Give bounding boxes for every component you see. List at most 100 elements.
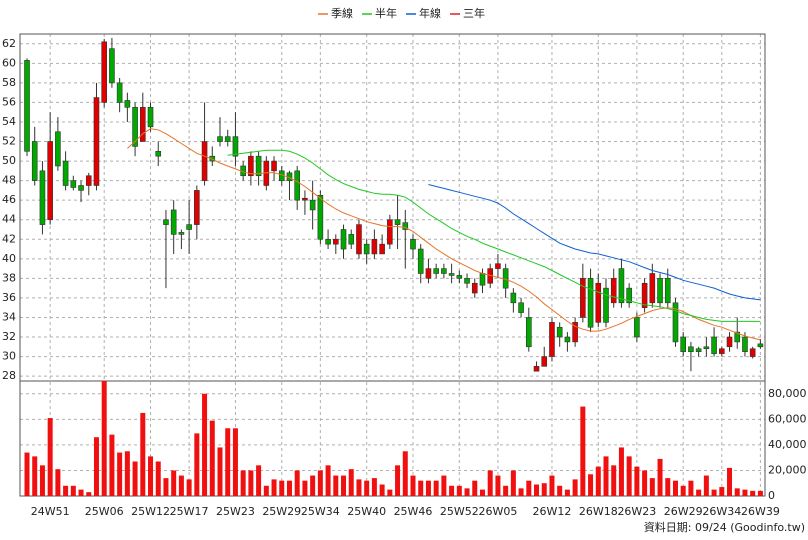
y-tick-label: 56 (2, 95, 16, 108)
candle-body (417, 248, 424, 274)
candle-body (433, 268, 439, 274)
candle-body (379, 243, 385, 255)
volume-bar (24, 452, 30, 496)
candle-body (410, 238, 416, 250)
candle-body (618, 268, 625, 304)
y-tick-label: 60 (2, 56, 16, 69)
legend-label: 三年 (463, 6, 485, 20)
volume-bar (101, 381, 107, 496)
y-tick-label: 44 (2, 213, 16, 226)
volume-bar (657, 458, 663, 496)
candle-body (556, 326, 563, 338)
volume-bar (433, 480, 439, 496)
candle-body (348, 234, 355, 245)
candle-body (109, 48, 115, 84)
volume-bar (742, 489, 748, 496)
y-tick-label: 42 (2, 232, 16, 245)
legend-label: 年線 (419, 6, 441, 20)
volume-bar (163, 478, 169, 496)
volume-bar (256, 465, 262, 496)
y-tick-label: 30 (2, 350, 16, 363)
candle-body (464, 278, 470, 284)
y-tick-label: 48 (2, 174, 16, 187)
volume-bar (727, 467, 733, 496)
x-tick-label: 26W23 (617, 505, 656, 518)
volume-bar (557, 485, 563, 496)
x-tick-label: 25W29 (262, 505, 301, 518)
volume-bar (418, 480, 424, 496)
candle-body (78, 185, 84, 191)
volume-bar (341, 475, 347, 496)
volume-bar (387, 489, 393, 496)
volume-bar (534, 484, 540, 496)
candle-body (132, 107, 138, 147)
candle-body (688, 346, 694, 352)
x-tick-label: 26W12 (533, 505, 572, 518)
y2-tick-label: 20,000 (768, 463, 807, 476)
volume-bar (240, 470, 246, 496)
candle-body (580, 278, 586, 318)
candle-body (163, 219, 169, 225)
candle-body (572, 322, 578, 343)
candle-body (533, 366, 540, 372)
volume-bar (333, 475, 339, 496)
candle-body (170, 209, 177, 235)
volume-bar (510, 470, 516, 496)
candle-body (155, 150, 162, 157)
volume-bar (209, 420, 215, 496)
volume-bar (248, 470, 254, 496)
volume-bar (124, 451, 130, 496)
volume-bar (472, 480, 478, 496)
candle-body (641, 282, 648, 308)
volume-bar (93, 437, 99, 496)
candle-body (610, 278, 617, 304)
volume-bar (371, 478, 377, 496)
volume-bar (379, 484, 385, 496)
candle-body (93, 97, 100, 186)
volume-bar (63, 485, 69, 496)
y-tick-label: 40 (2, 252, 16, 265)
volume-bar (47, 418, 53, 496)
candle-body (726, 336, 733, 348)
candle-body (116, 82, 123, 103)
volume-bar (232, 428, 238, 496)
volume-bar (719, 487, 725, 496)
candle-body (394, 219, 401, 225)
volume-bar (86, 492, 92, 496)
volume-bar (410, 475, 416, 496)
candle-body (657, 278, 663, 304)
volume-bar (286, 480, 292, 496)
candle-body (603, 287, 609, 323)
y-tick-label: 62 (2, 37, 16, 50)
candle-body (718, 348, 725, 354)
x-tick-label: 26W29 (664, 505, 703, 518)
volume-bar (202, 393, 208, 496)
volume-bar (757, 490, 763, 496)
candle-body (587, 278, 594, 328)
volume-bar (456, 485, 462, 496)
y2-tick-label: 60,000 (768, 412, 807, 425)
volume-bar (503, 485, 509, 496)
candle-body (425, 268, 432, 279)
candle-body (55, 131, 61, 167)
y-tick-label: 52 (2, 135, 16, 148)
candle-body (24, 60, 30, 152)
candle-body (255, 155, 262, 177)
volume-bar (186, 479, 192, 496)
volume-bar (572, 479, 578, 496)
x-tick-label: 26W39 (741, 505, 780, 518)
candle-body (140, 107, 146, 142)
candle-body (703, 346, 710, 350)
volume-bar (649, 478, 655, 496)
candle-body (402, 222, 409, 230)
y2-tick-label: 0 (768, 489, 775, 502)
volume-bar (117, 452, 123, 496)
x-tick-label: 25W46 (394, 505, 433, 518)
y-tick-label: 50 (2, 154, 16, 167)
candle-body (664, 278, 671, 304)
volume-bar (109, 434, 115, 496)
candle-body (525, 317, 532, 348)
volume-bar (132, 461, 138, 496)
candle-body (742, 336, 748, 352)
